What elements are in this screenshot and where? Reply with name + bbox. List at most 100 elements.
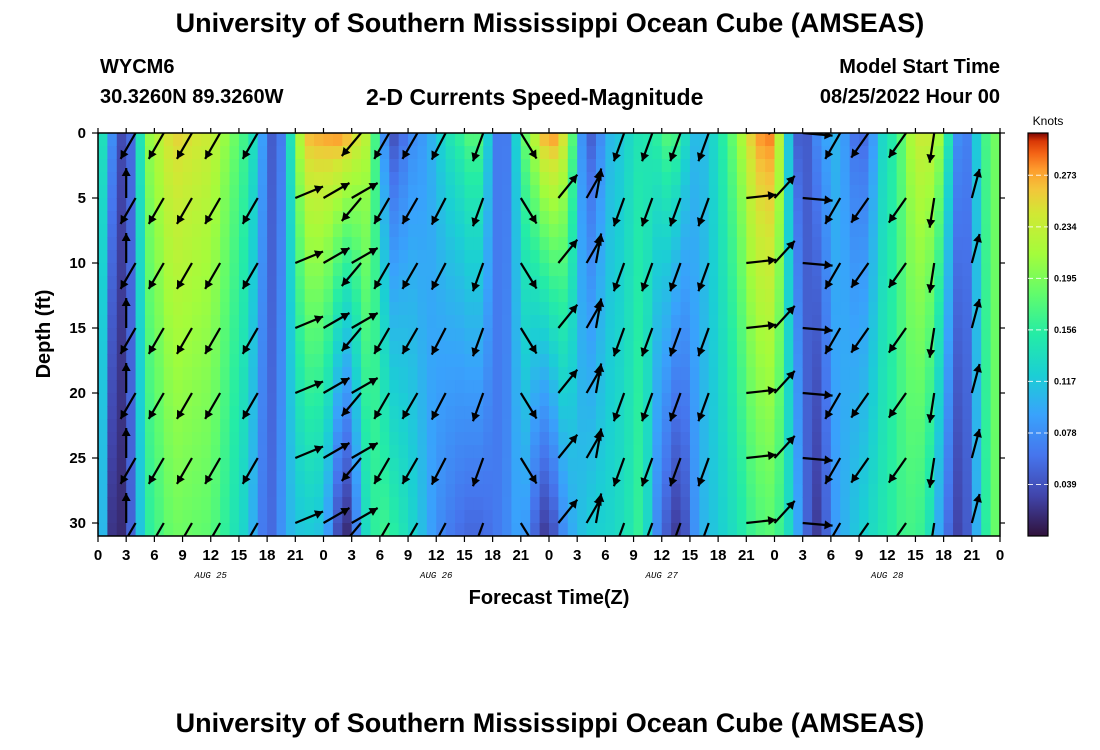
heatmap-cell: [586, 172, 597, 186]
heatmap-cell: [229, 510, 240, 524]
heatmap-cell: [549, 367, 559, 381]
heatmap-cell: [586, 237, 597, 251]
heatmap-cell: [220, 380, 231, 394]
day-label: AUG 25: [194, 571, 228, 581]
heatmap-cell: [201, 523, 212, 536]
heatmap-cell: [981, 367, 992, 381]
heatmap-cell: [633, 250, 644, 264]
heatmap-cell: [201, 367, 212, 381]
heatmap-cell: [314, 133, 325, 147]
heatmap-cell: [191, 146, 202, 160]
heatmap-cell: [257, 354, 268, 368]
heatmap-cell: [671, 354, 682, 368]
heatmap-cell: [370, 445, 381, 459]
heatmap-cell: [859, 341, 870, 355]
heatmap-cell: [793, 250, 804, 264]
heatmap-cell: [680, 380, 691, 394]
heatmap-cell: [342, 250, 353, 264]
arrow-head: [595, 168, 605, 178]
heatmap-cell: [586, 471, 597, 485]
heatmap-cell: [934, 211, 945, 225]
heatmap-cell: [144, 393, 155, 407]
heatmap-cell: [981, 380, 992, 394]
station-id: WYCM6: [100, 56, 175, 78]
heatmap-cell: [953, 250, 964, 264]
heatmap-cell: [502, 146, 513, 160]
heatmap-cell: [539, 328, 550, 342]
heatmap-cell: [812, 276, 823, 290]
current-arrow: [612, 197, 626, 227]
heatmap-cell: [896, 341, 907, 355]
heatmap-cell: [342, 302, 353, 316]
heatmap-cell: [492, 367, 503, 381]
heatmap-cell: [605, 367, 616, 381]
heatmap-cell: [238, 367, 249, 381]
heatmap-cell: [699, 172, 710, 186]
heatmap-cell: [379, 445, 390, 459]
current-arrow: [887, 197, 907, 224]
heatmap-cell: [849, 419, 860, 433]
heatmap-cell: [107, 315, 118, 329]
heatmap-cell: [455, 458, 466, 472]
heatmap-cell: [492, 393, 503, 407]
heatmap-cell: [229, 354, 240, 368]
heatmap-cell: [567, 250, 578, 264]
heatmap-cell: [915, 406, 926, 420]
heatmap-cell: [220, 354, 231, 368]
heatmap-cell: [765, 263, 776, 277]
current-arrow: [999, 263, 1000, 265]
heatmap-cell: [379, 302, 390, 316]
heatmap-cell: [248, 211, 259, 225]
heatmap-cell: [624, 302, 635, 316]
heatmap-cell: [868, 250, 879, 264]
heatmap-cell: [267, 484, 278, 498]
heatmap-cell: [361, 289, 372, 303]
heatmap-cell: [736, 276, 747, 290]
heatmap-cell: [220, 224, 231, 238]
heatmap-cell: [652, 211, 663, 225]
heatmap-cell: [708, 497, 719, 511]
heatmap-cell: [116, 133, 127, 147]
heatmap-cell: [953, 302, 964, 316]
heatmap-cell: [370, 198, 381, 212]
heatmap-cell: [567, 211, 578, 225]
arrow-head: [612, 347, 621, 357]
heatmap-cell: [605, 302, 616, 316]
heatmap-cell: [718, 458, 729, 472]
heatmap-cell: [671, 432, 682, 446]
current-arrow: [147, 392, 165, 420]
heatmap-cell: [906, 484, 917, 498]
heatmap-cell: [971, 146, 982, 160]
heatmap-cell: [990, 224, 1000, 238]
heatmap-cell: [793, 458, 804, 472]
heatmap-cell: [577, 393, 588, 407]
current-arrow: [802, 455, 833, 465]
heatmap-cell: [379, 224, 390, 238]
heatmap-cell: [379, 484, 390, 498]
heatmap-cell: [755, 471, 766, 485]
heatmap-cell: [126, 302, 137, 316]
heatmap-cell: [163, 185, 174, 199]
heatmap-cell: [981, 458, 992, 472]
heatmap-cell: [455, 224, 466, 238]
heatmap-cell: [248, 315, 259, 329]
heatmap-cell: [652, 471, 663, 485]
heatmap-cell: [332, 302, 343, 316]
heatmap-cell: [953, 341, 964, 355]
heatmap-cell: [990, 484, 1000, 498]
current-arrow: [351, 377, 379, 394]
heatmap-cell: [342, 354, 353, 368]
heatmap-cell: [671, 406, 682, 420]
current-arrow: [322, 442, 351, 459]
arrow-head: [121, 493, 131, 501]
heatmap-cell: [558, 458, 569, 472]
current-arrow: [674, 522, 682, 536]
heatmap-cell: [793, 289, 804, 303]
heatmap-cell: [830, 380, 841, 394]
arrow-shaft: [999, 393, 1000, 395]
heatmap-cell: [859, 445, 870, 459]
heatmap-cell: [840, 315, 851, 329]
heatmap-cell: [981, 263, 992, 277]
heatmap-cell: [408, 406, 419, 420]
heatmap-cell: [154, 432, 165, 446]
